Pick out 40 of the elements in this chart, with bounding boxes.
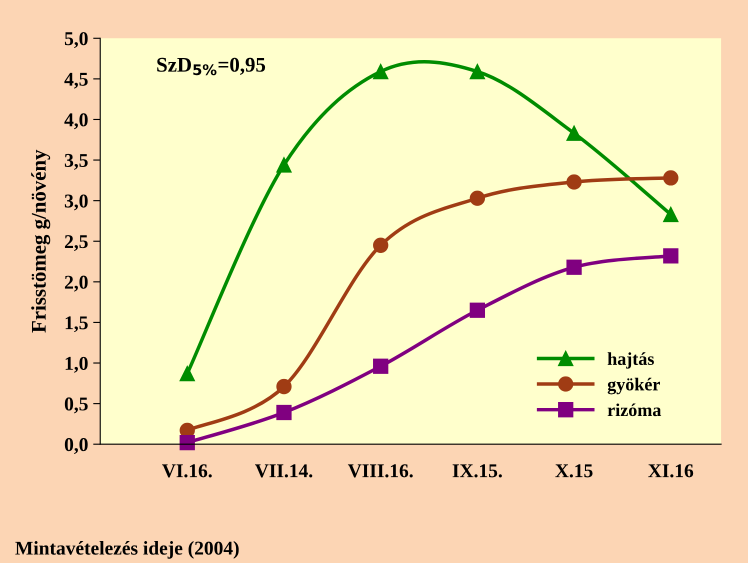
y-tick-label: 4,0 (64, 113, 88, 130)
point (373, 238, 388, 253)
point (566, 126, 582, 141)
point (276, 378, 292, 394)
point (276, 157, 292, 173)
y-axis-title: Frisstömeg g/növény (31, 150, 50, 333)
y-tick-label: 0,0 (64, 438, 88, 454)
point (566, 174, 582, 190)
y-tick-label: 2,5 (64, 235, 88, 252)
point (373, 64, 388, 80)
legend-label: hajtás (608, 352, 654, 369)
legend-label: rizóma (608, 403, 662, 416)
y-tick-label: 1,0 (66, 356, 88, 373)
x-tick-label: VI.16. (162, 464, 212, 478)
y-tick-label: 3,5 (64, 154, 88, 170)
point (180, 366, 195, 382)
point (470, 302, 486, 318)
point (470, 190, 486, 206)
legend-label: gyökér (608, 378, 660, 394)
x-tick-label: VII.14. (255, 464, 312, 478)
point (373, 358, 388, 374)
y-tick-label: 5,0 (64, 32, 88, 48)
x-tick-label: IX.15. (452, 464, 502, 478)
annotation: SzD$_{5%}$=0,95 (157, 58, 266, 76)
x-tick-label: X.15 (555, 464, 593, 478)
point (566, 260, 582, 275)
y-tick-label: 0,5 (64, 397, 88, 414)
point (180, 434, 195, 450)
y-tick-label: 1,5 (66, 316, 88, 332)
x-tick-label: VIII.16. (348, 464, 413, 478)
y-tick-label: 4,5 (64, 72, 88, 89)
point (663, 206, 678, 222)
point (276, 404, 292, 420)
x-axis-title: Mintavételezés ideje (2004) (15, 541, 239, 559)
x-tick-label: XI.16 (648, 464, 694, 478)
y-tick-label: 2,0 (64, 276, 88, 292)
y-tick-label: 3,0 (64, 194, 88, 210)
point (663, 170, 678, 186)
point (663, 248, 678, 264)
point (470, 64, 486, 80)
